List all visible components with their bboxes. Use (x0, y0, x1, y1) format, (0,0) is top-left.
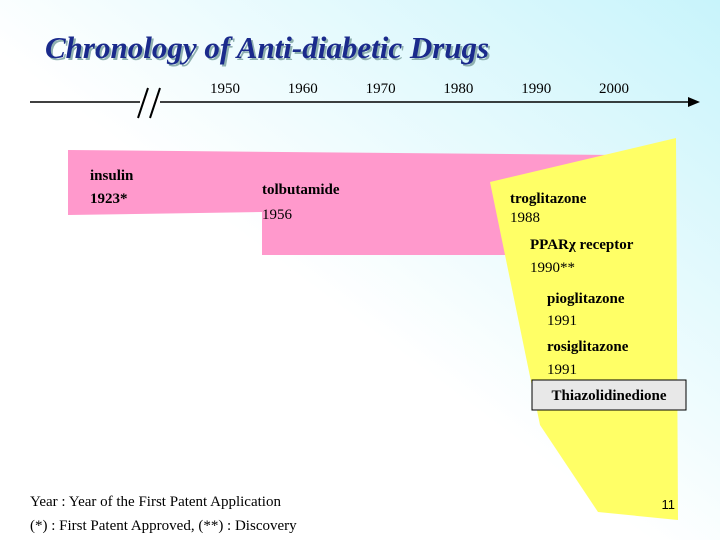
timeline-arrow (688, 97, 700, 107)
event-year: 1988 (510, 210, 540, 226)
sulfonylurea-band (68, 150, 615, 255)
event-year: 1991 (547, 362, 577, 378)
event-year: 1991 (547, 313, 577, 329)
title: Chronology of Anti-diabetic Drugs (45, 30, 489, 65)
title-shadow: Chronology of Anti-diabetic Drugs (47, 32, 491, 67)
page-number: 11 (662, 497, 676, 512)
year-label: 1990 (521, 81, 551, 97)
year-label: 2000 (599, 81, 629, 97)
break-mark (149, 87, 161, 119)
event-label: PPARχ receptor (530, 237, 634, 253)
footnote: Year : Year of the First Patent Applicat… (30, 494, 281, 510)
event-label: tolbutamide (262, 182, 340, 198)
group-box (531, 379, 687, 411)
event-label: insulin (90, 168, 134, 184)
event-year: 1923* (90, 191, 128, 207)
event-label: rosiglitazone (547, 339, 629, 355)
event-label: pioglitazone (547, 291, 625, 307)
break-mark (137, 87, 149, 119)
year-label: 1960 (288, 81, 318, 97)
group-label: Thiazolidinedione (551, 388, 666, 404)
year-label: 1980 (443, 81, 473, 97)
year-label: 1950 (210, 81, 240, 97)
event-year: 1956 (262, 207, 293, 223)
event-year: 1990** (530, 260, 575, 276)
tzd-band (490, 138, 678, 520)
footnote: (*) : First Patent Approved, (**) : Disc… (30, 518, 297, 534)
event-label: troglitazone (510, 191, 587, 207)
year-label: 1970 (366, 81, 396, 97)
